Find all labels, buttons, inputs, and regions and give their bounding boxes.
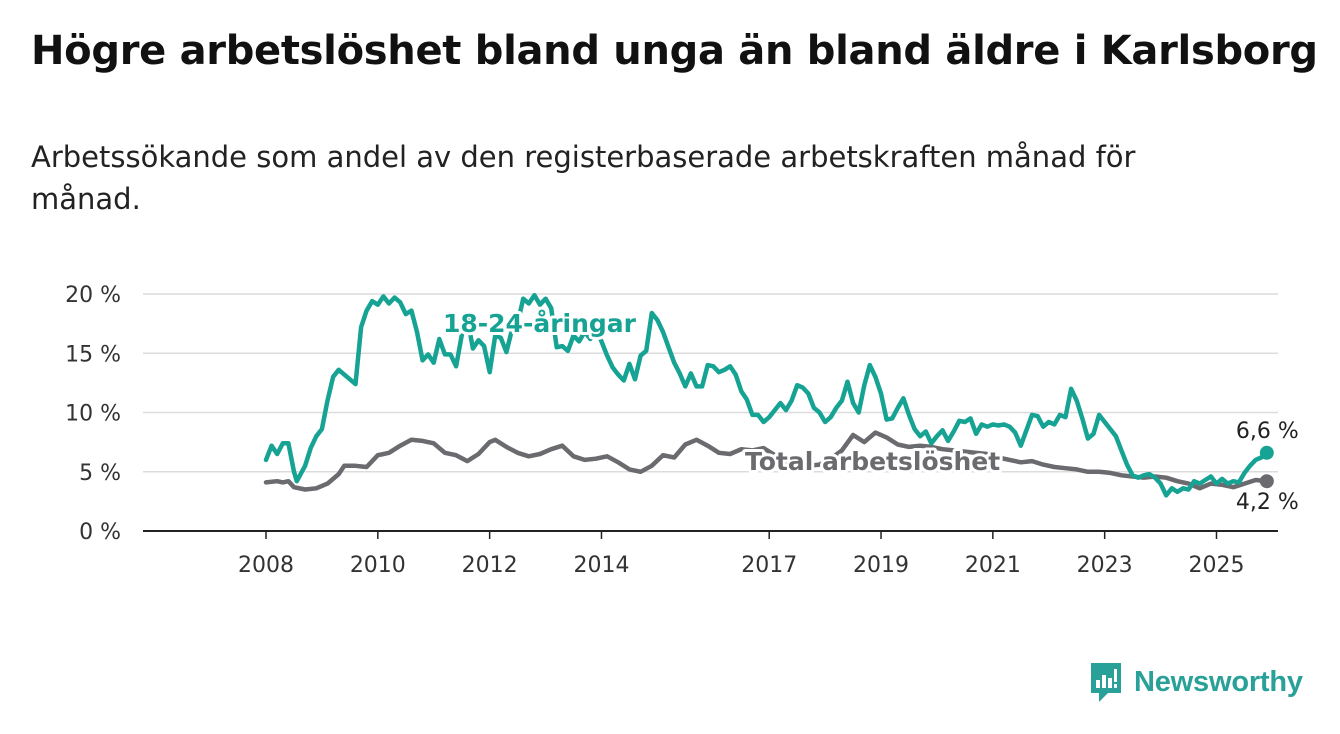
- x-tick-label: 2014: [573, 553, 629, 578]
- y-tick-label: 0 %: [79, 520, 121, 545]
- end-label-total: 4,2 %: [1236, 490, 1299, 515]
- y-axis: 0 % 5 % 10 % 15 % 20 %: [65, 283, 121, 545]
- line-chart: 0 %5 %10 %15 %20 % 2008 2010 2012 2014 2017 2…: [65, 283, 1302, 578]
- end-point-youth: [1259, 445, 1274, 460]
- newsworthy-brand: Newsworthy: [1088, 660, 1303, 704]
- x-tick-label: 2010: [350, 553, 406, 578]
- x-tick-label: 2019: [853, 553, 909, 578]
- series-line-youth: [263, 292, 1270, 498]
- series-lines: [263, 292, 1274, 498]
- x-tick-label: 2023: [1077, 553, 1133, 578]
- series-labels: 18-24-åringar Total arbetslöshet 6,6 % 4,2 …: [440, 306, 1302, 518]
- x-tick-label: 2025: [1188, 553, 1244, 578]
- y-tick-label: 20 %: [65, 283, 121, 308]
- series-label-youth: 18-24-åringar: [443, 309, 637, 338]
- brand-name: Newsworthy: [1134, 665, 1303, 698]
- chart-subtitle: Arbetssökande som andel av den registerb…: [31, 140, 1136, 216]
- y-tick-label: 10 %: [65, 402, 121, 427]
- series-line-total: [263, 430, 1270, 492]
- x-tick-label: 2017: [741, 553, 797, 578]
- x-tick-label: 2021: [965, 553, 1021, 578]
- x-tick-label: 2012: [462, 553, 518, 578]
- newsworthy-logo-icon: [1091, 663, 1121, 702]
- series-label-total: Total arbetslöshet: [745, 447, 1000, 476]
- end-point-total: [1259, 474, 1274, 489]
- x-tick-label: 2008: [238, 553, 294, 578]
- end-label-youth: 6,6 %: [1236, 419, 1299, 444]
- y-tick-label: 5 %: [79, 461, 121, 486]
- x-axis: 2008 2010 2012 2014 2017 2019 2021 2023 2025: [143, 530, 1278, 578]
- y-tick-label: 15 %: [65, 342, 121, 367]
- chart-title: Högre arbetslöshet bland unga än bland ä…: [31, 28, 1318, 74]
